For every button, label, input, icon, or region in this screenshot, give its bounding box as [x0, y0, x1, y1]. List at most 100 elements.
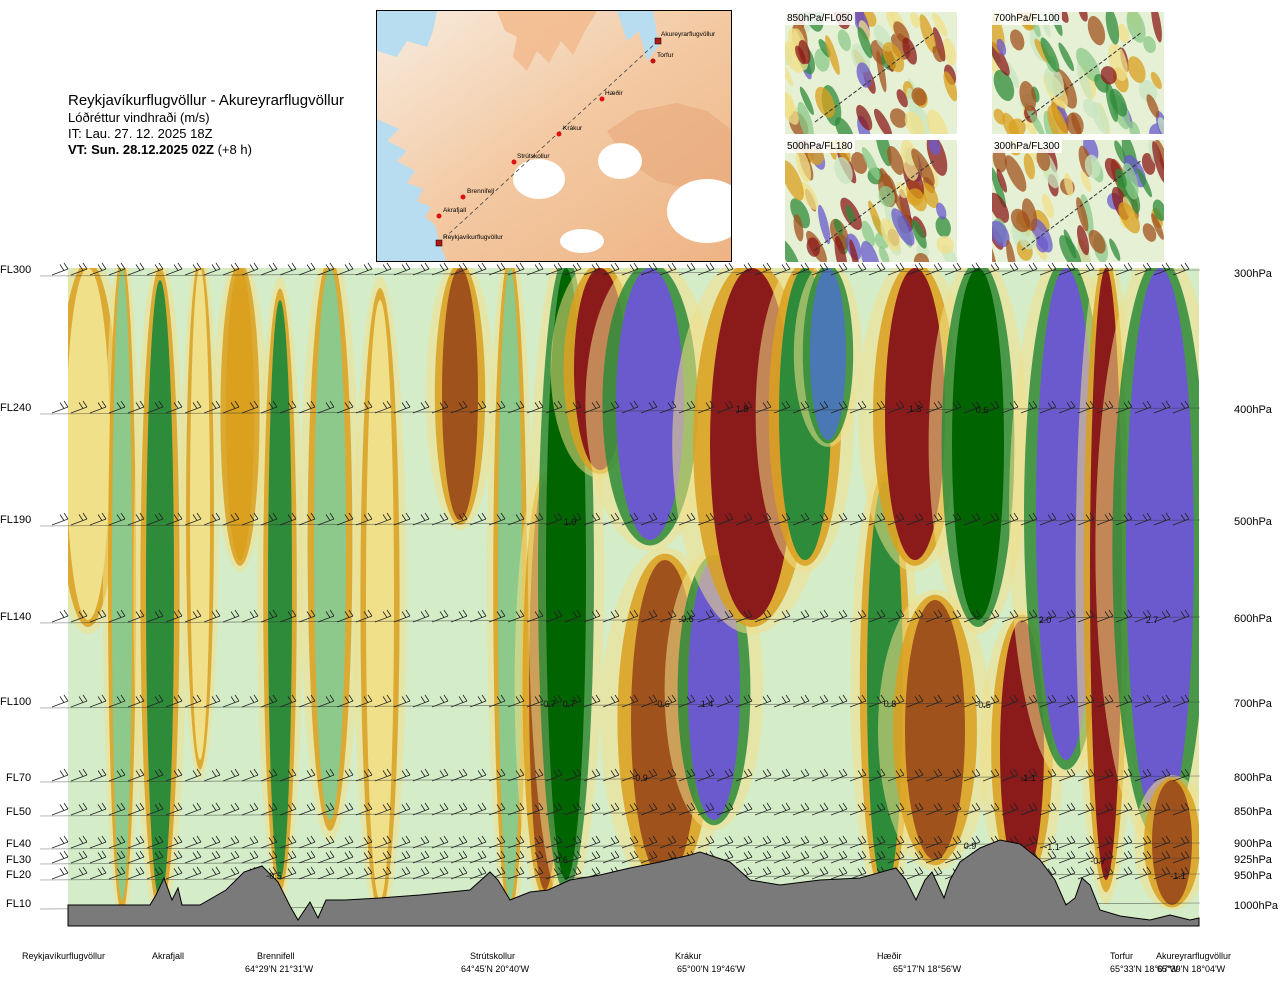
thumbnail-field-cell	[936, 235, 954, 255]
wind-barb	[1058, 768, 1076, 782]
wind-barb	[488, 262, 506, 276]
thumbnail-map	[785, 140, 957, 262]
wind-barb	[754, 400, 772, 414]
wind-barb	[450, 802, 468, 816]
wind-barb	[697, 694, 715, 708]
wind-barb	[165, 802, 183, 816]
thumbnail-field-cell	[834, 157, 853, 185]
thumbnail-label: 700hPa/FL100	[992, 12, 1062, 25]
thumbnail-field-cell	[896, 181, 908, 199]
wind-barb	[431, 850, 449, 864]
wind-barb	[944, 262, 962, 276]
thumbnail-field-cell	[1152, 140, 1164, 183]
fl-label-100: FL100	[0, 696, 32, 708]
wind-barb	[450, 850, 468, 864]
wind-barb	[507, 835, 525, 849]
wind-barb	[982, 400, 1000, 414]
wind-barb	[811, 609, 829, 623]
wind-barb	[222, 768, 240, 782]
thumbnail-field-cell	[993, 108, 1006, 125]
wind-barb	[545, 400, 563, 414]
thumbnail-field-cell	[1152, 199, 1164, 221]
thumbnail-field-cell	[799, 86, 814, 116]
thumbnail-field-cell	[856, 62, 872, 88]
thumbnail-field-cell	[896, 89, 908, 108]
thumbnail-field-cell	[861, 147, 880, 180]
thumbnail-field-cell	[857, 27, 873, 59]
wind-barbs	[51, 262, 1190, 880]
thumbnail-field-cell	[785, 160, 804, 201]
wind-barb	[431, 609, 449, 623]
thumbnail-field-cell	[1023, 153, 1035, 180]
route-title: Reykjavíkurflugvöllur - Akureyrarflugvöl…	[68, 92, 344, 109]
wind-barb	[925, 400, 943, 414]
wind-barb	[51, 400, 69, 414]
fl-label-40: FL40	[6, 838, 32, 850]
velocity-band	[68, 268, 110, 620]
wind-barb	[1020, 694, 1038, 708]
thumbnail-field-cell	[795, 149, 812, 183]
waypoint-marker-6	[650, 58, 656, 64]
wind-barb	[830, 400, 848, 414]
wind-barb	[241, 512, 259, 526]
wind-barb	[564, 835, 582, 849]
thumbnail-field-cell	[861, 220, 876, 247]
wind-barb	[811, 262, 829, 276]
wind-barb	[1096, 835, 1114, 849]
wind-barb	[165, 866, 183, 880]
fl-label-20: FL20	[6, 869, 32, 881]
valid-time-offset: (+8 h)	[217, 142, 252, 157]
wind-barb	[982, 512, 1000, 526]
wind-barb	[1058, 512, 1076, 526]
wind-barb	[70, 802, 88, 816]
velocity-band	[1152, 780, 1192, 905]
wind-barb	[431, 802, 449, 816]
wind-barb	[89, 512, 107, 526]
thumbnail-field-cell	[889, 108, 908, 128]
thumbnail-field-cell	[882, 42, 905, 73]
pressure-label-300: 300hPa	[1234, 268, 1272, 280]
issue-time: IT: Lau. 27. 12. 2025 18Z	[68, 126, 213, 141]
wind-barb	[374, 400, 392, 414]
wind-barb	[51, 866, 69, 880]
wind-barb	[165, 512, 183, 526]
wind-barb	[279, 512, 297, 526]
thumbnail-field-cell	[793, 214, 804, 242]
wind-barb	[70, 512, 88, 526]
thumbnail-500hpa[interactable]: 500hPa/FL180	[785, 140, 957, 262]
thumbnail-field-cell	[797, 101, 814, 134]
thumbnail-300hpa[interactable]: 300hPa/FL300	[992, 140, 1164, 262]
wind-barb	[412, 262, 430, 276]
wind-barb	[412, 802, 430, 816]
wind-barb	[184, 512, 202, 526]
thumbnail-850hpa[interactable]: 850hPa/FL050	[785, 12, 957, 134]
wind-barb	[203, 835, 221, 849]
wind-barb	[792, 768, 810, 782]
wind-barb	[260, 262, 278, 276]
wind-barb	[906, 262, 924, 276]
wind-barb	[868, 835, 886, 849]
wind-barb	[640, 400, 658, 414]
wind-barb	[1096, 694, 1114, 708]
wind-barb	[773, 866, 791, 880]
wind-barb	[1020, 802, 1038, 816]
pressure-label-900: 900hPa	[1234, 838, 1272, 850]
thumbnail-field-cell	[849, 239, 860, 262]
thumbnail-field-cell	[1117, 23, 1130, 43]
wind-barb	[526, 866, 544, 880]
thumbnail-field-cell	[1076, 47, 1100, 82]
wind-barb	[260, 835, 278, 849]
wind-barb	[925, 694, 943, 708]
wind-barb	[450, 866, 468, 880]
wind-barb	[792, 694, 810, 708]
waypoint-marker-7	[654, 37, 662, 45]
wind-barb	[887, 694, 905, 708]
thumbnail-700hpa[interactable]: 700hPa/FL100	[992, 12, 1164, 134]
wind-barb	[868, 512, 886, 526]
thumbnail-field-cell	[1088, 229, 1106, 254]
wind-barb	[89, 768, 107, 782]
wind-barb	[545, 768, 563, 782]
thumbnail-field-cell	[996, 168, 1008, 193]
wind-barb	[754, 609, 772, 623]
wind-barb	[659, 802, 677, 816]
